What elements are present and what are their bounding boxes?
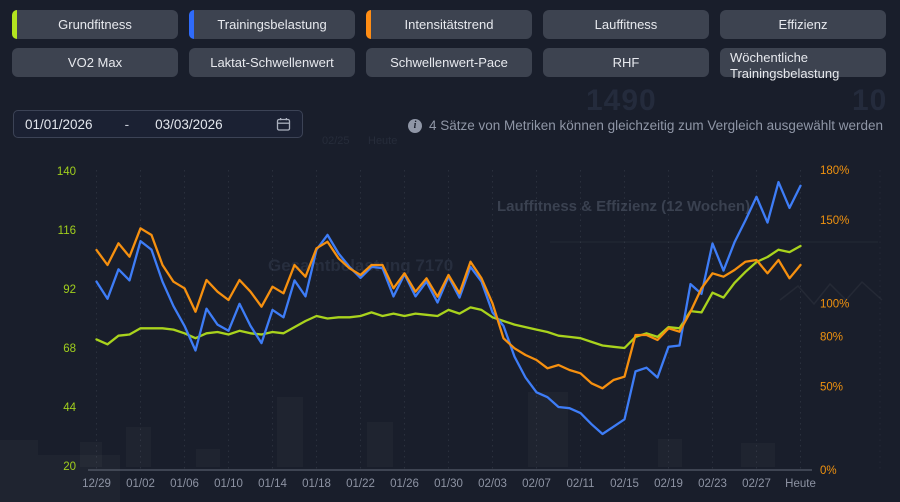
- ghost-bar: [196, 449, 220, 467]
- x-axis-tick-label: 01/22: [346, 478, 375, 490]
- left-axis-tick-label: 116: [58, 225, 76, 237]
- left-axis-tick-label: 68: [63, 343, 76, 355]
- x-axis-tick-label: 02/11: [567, 478, 595, 490]
- calendar-icon[interactable]: [276, 117, 291, 132]
- date-range-separator: -: [124, 116, 130, 132]
- metric-button-trainingsbelastung[interactable]: Trainingsbelastung: [189, 10, 355, 39]
- x-axis-tick-label: 02/15: [610, 478, 639, 490]
- x-axis-tick-label: 02/03: [478, 478, 507, 490]
- x-axis-tick-label: 02/27: [742, 478, 771, 490]
- metric-button-label: RHF: [612, 55, 640, 70]
- x-axis-tick-label: 02/07: [522, 478, 551, 490]
- metric-button-label: VO2 Max: [67, 55, 123, 70]
- metric-button-label: Schwellenwert-Pace: [390, 55, 508, 70]
- date-range-start: 01/01/2026: [25, 116, 93, 132]
- metric-button-schwellenwert-pace[interactable]: Schwellenwert-Pace: [366, 48, 532, 77]
- right-axis-tick-label: 80%: [820, 332, 843, 344]
- right-axis-tick-label: 100%: [820, 298, 849, 310]
- metric-button-grundfitness[interactable]: Grundfitness: [12, 10, 178, 39]
- x-axis-tick-label: 01/18: [302, 478, 331, 490]
- ghost-bar: [528, 392, 568, 467]
- metric-button-label: Trainingsbelastung: [217, 17, 327, 32]
- ghost-bar: [741, 443, 775, 467]
- ghost-bar: [658, 439, 682, 467]
- x-axis-tick-label: 01/14: [258, 478, 287, 490]
- metric-button-label: Lauffitness: [594, 17, 658, 32]
- right-axis-tick-label: 180%: [820, 165, 849, 177]
- series-line-intensitätstrend[interactable]: [95, 227, 802, 390]
- x-axis-tick-label: 01/30: [434, 478, 463, 490]
- metric-button-rhf[interactable]: RHF: [543, 48, 709, 77]
- ghost-line: [779, 280, 883, 306]
- date-range-picker[interactable]: 01/01/2026 - 03/03/2026: [13, 110, 303, 138]
- ghost-bar: [0, 440, 38, 502]
- x-axis-tick-label: Heute: [785, 478, 816, 490]
- comparison-info-note: i 4 Sätze von Metriken können gleichzeit…: [407, 118, 883, 133]
- metric-button-intensitaetstrend[interactable]: Intensitätstrend: [366, 10, 532, 39]
- info-note-text: 4 Sätze von Metriken können gleichzeitig…: [428, 118, 883, 133]
- x-axis-tick-label: 02/19: [654, 478, 683, 490]
- x-axis-tick-label: 01/10: [214, 478, 243, 490]
- left-axis-tick-label: 92: [63, 284, 76, 296]
- metric-button-lauffitness[interactable]: Lauffitness: [543, 10, 709, 39]
- ghost-bar: [277, 397, 303, 467]
- selected-accent-bar: [12, 10, 17, 39]
- x-axis-tick-label: 01/06: [170, 478, 199, 490]
- left-axis-tick-label: 140: [57, 166, 76, 178]
- metric-button-vo2max[interactable]: VO2 Max: [12, 48, 178, 77]
- x-axis-tick-label: 12/29: [82, 478, 111, 490]
- metric-button-laktat-schwellenwert[interactable]: Laktat-Schwellenwert: [189, 48, 355, 77]
- left-axis-tick-label: 20: [63, 461, 76, 473]
- right-axis-tick-label: 0%: [820, 465, 837, 477]
- selected-accent-bar: [366, 10, 371, 39]
- x-axis-tick-label: 02/23: [698, 478, 727, 490]
- right-axis-tick-label: 50%: [820, 382, 843, 394]
- x-axis-tick-label: 01/02: [126, 478, 155, 490]
- ghost-bar: [126, 427, 151, 467]
- metric-button-woechentliche-trainingsbelastung[interactable]: Wöchentliche Trainingsbelastung: [720, 48, 886, 81]
- metric-button-label: Laktat-Schwellenwert: [210, 55, 334, 70]
- metric-button-effizienz[interactable]: Effizienz: [720, 10, 886, 39]
- metric-button-label: Wöchentliche Trainingsbelastung: [730, 50, 840, 81]
- right-axis-tick-label: 150%: [820, 215, 849, 227]
- left-axis-tick-label: 44: [63, 402, 76, 414]
- date-range-end: 03/03/2026: [155, 116, 223, 132]
- info-icon: i: [407, 118, 422, 133]
- metric-button-label: Intensitätstrend: [404, 17, 494, 32]
- x-axis-tick-label: 01/26: [390, 478, 419, 490]
- metric-button-label: Grundfitness: [58, 17, 132, 32]
- metric-button-label: Effizienz: [778, 17, 828, 32]
- selected-accent-bar: [189, 10, 194, 39]
- ghost-bar: [367, 422, 393, 467]
